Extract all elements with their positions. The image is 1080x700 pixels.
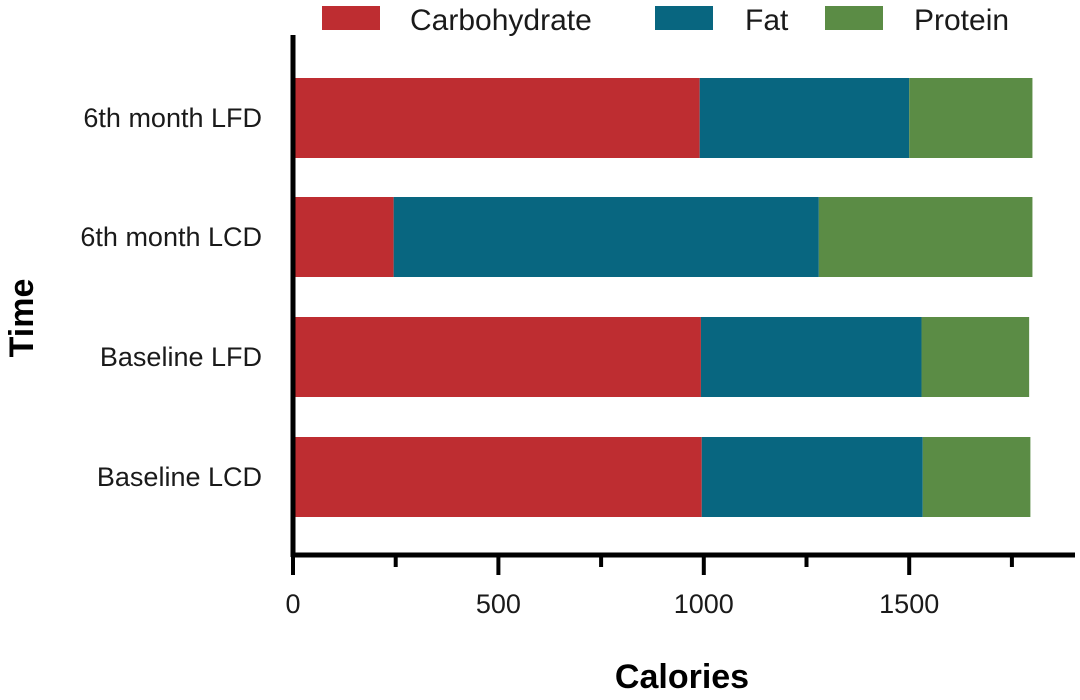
- x-tick-label: 1500: [879, 589, 939, 619]
- x-ticks: 0 500 1000 1500: [285, 555, 1014, 619]
- bar-carbohydrate-4: [293, 437, 702, 517]
- bar-protein-4: [922, 437, 1031, 517]
- y-tick-labels: 6th month LFD 6th month LCD Baseline LFD Ba…: [80, 103, 262, 492]
- bar-carbohydrate-3: [293, 317, 701, 397]
- legend-swatch-carbohydrate: [322, 6, 380, 30]
- axes: [290, 35, 1075, 558]
- bar-fat-2: [393, 197, 819, 277]
- bar-carbohydrate-1: [293, 78, 700, 158]
- category-label: 6th month LCD: [80, 222, 262, 252]
- y-axis-title: Time: [3, 279, 41, 358]
- category-label: Baseline LFD: [100, 342, 262, 372]
- bar-protein-1: [909, 78, 1033, 158]
- x-tick-label: 1000: [674, 589, 734, 619]
- legend: Carbohydrate Fat Protein: [322, 4, 1009, 37]
- bar-protein-3: [921, 317, 1030, 397]
- category-label: 6th month LFD: [83, 103, 262, 133]
- legend-label-fat: Fat: [745, 4, 789, 37]
- bars: [293, 78, 1033, 517]
- legend-swatch-fat: [655, 6, 713, 30]
- bar-carbohydrate-2: [293, 197, 394, 277]
- bar-fat-4: [701, 437, 923, 517]
- legend-label-protein: Protein: [914, 4, 1009, 37]
- x-tick-label: 500: [476, 589, 521, 619]
- bar-protein-2: [818, 197, 1033, 277]
- category-label: Baseline LCD: [97, 462, 262, 492]
- x-tick-label: 0: [285, 589, 300, 619]
- legend-label-carbohydrate: Carbohydrate: [410, 4, 592, 37]
- x-axis-title: Calories: [615, 658, 749, 695]
- legend-swatch-protein: [825, 6, 883, 30]
- bar-fat-3: [700, 317, 922, 397]
- bar-fat-1: [699, 78, 910, 158]
